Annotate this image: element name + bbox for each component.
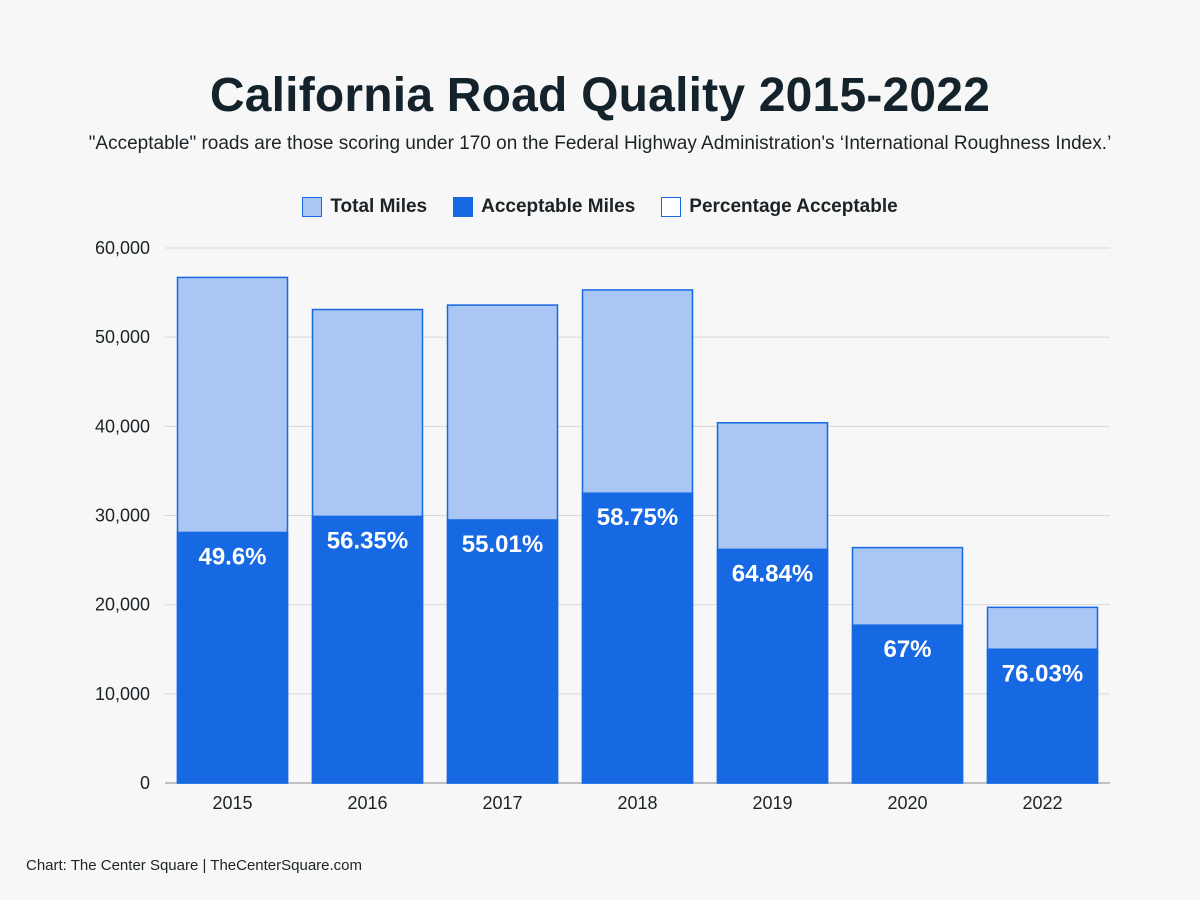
data-label-percentage: 67% [883, 636, 931, 663]
y-tick-label: 10,000 [95, 684, 150, 704]
chart-subtitle: "Acceptable" roads are those scoring und… [88, 133, 1112, 154]
bar-acceptable-miles [986, 648, 1099, 784]
chart-legend: Total Miles Acceptable Miles Percentage … [0, 196, 1200, 218]
y-tick-label: 20,000 [95, 595, 150, 615]
y-tick-label: 0 [140, 773, 150, 793]
legend-item-total-miles[interactable]: Total Miles [302, 196, 427, 218]
bar-acceptable-miles [716, 548, 829, 784]
data-label-percentage: 49.6% [198, 543, 266, 570]
legend-label-percentage-acceptable: Percentage Acceptable [689, 196, 898, 217]
legend-swatch-percentage-acceptable [661, 197, 682, 217]
data-label-percentage: 64.84% [732, 560, 813, 587]
bar-acceptable-miles [446, 519, 559, 784]
legend-label-total-miles: Total Miles [330, 196, 428, 217]
legend-swatch-total-miles [302, 197, 323, 217]
legend-item-percentage-acceptable[interactable]: Percentage Acceptable [661, 196, 898, 218]
x-tick-label: 2017 [482, 793, 522, 813]
y-tick-label: 30,000 [95, 506, 150, 526]
legend-label-acceptable-miles: Acceptable Miles [481, 196, 636, 217]
legend-swatch-acceptable-miles [453, 197, 474, 217]
chart-title: California Road Quality 2015-2022 [209, 69, 991, 122]
y-tick-label: 40,000 [95, 416, 150, 436]
bar-acceptable-miles [851, 624, 964, 784]
x-tick-label: 2015 [212, 793, 252, 813]
data-label-percentage: 58.75% [597, 504, 678, 531]
data-label-percentage: 76.03% [1002, 660, 1083, 687]
chart-source-footer: Chart: The Center Square | TheCenterSqua… [26, 857, 363, 874]
bar-acceptable-miles [581, 492, 694, 784]
x-tick-label: 2019 [752, 793, 792, 813]
legend-item-acceptable-miles[interactable]: Acceptable Miles [453, 196, 635, 218]
data-label-percentage: 55.01% [462, 531, 543, 558]
bar-acceptable-miles [176, 531, 289, 784]
y-tick-label: 50,000 [95, 327, 150, 347]
bar-acceptable-miles [311, 515, 424, 784]
x-tick-label: 2016 [347, 793, 387, 813]
x-tick-label: 2018 [617, 793, 657, 813]
data-label-percentage: 56.35% [327, 527, 408, 554]
y-tick-label: 60,000 [95, 238, 150, 258]
x-tick-label: 2022 [1022, 793, 1062, 813]
x-tick-label: 2020 [887, 793, 927, 813]
